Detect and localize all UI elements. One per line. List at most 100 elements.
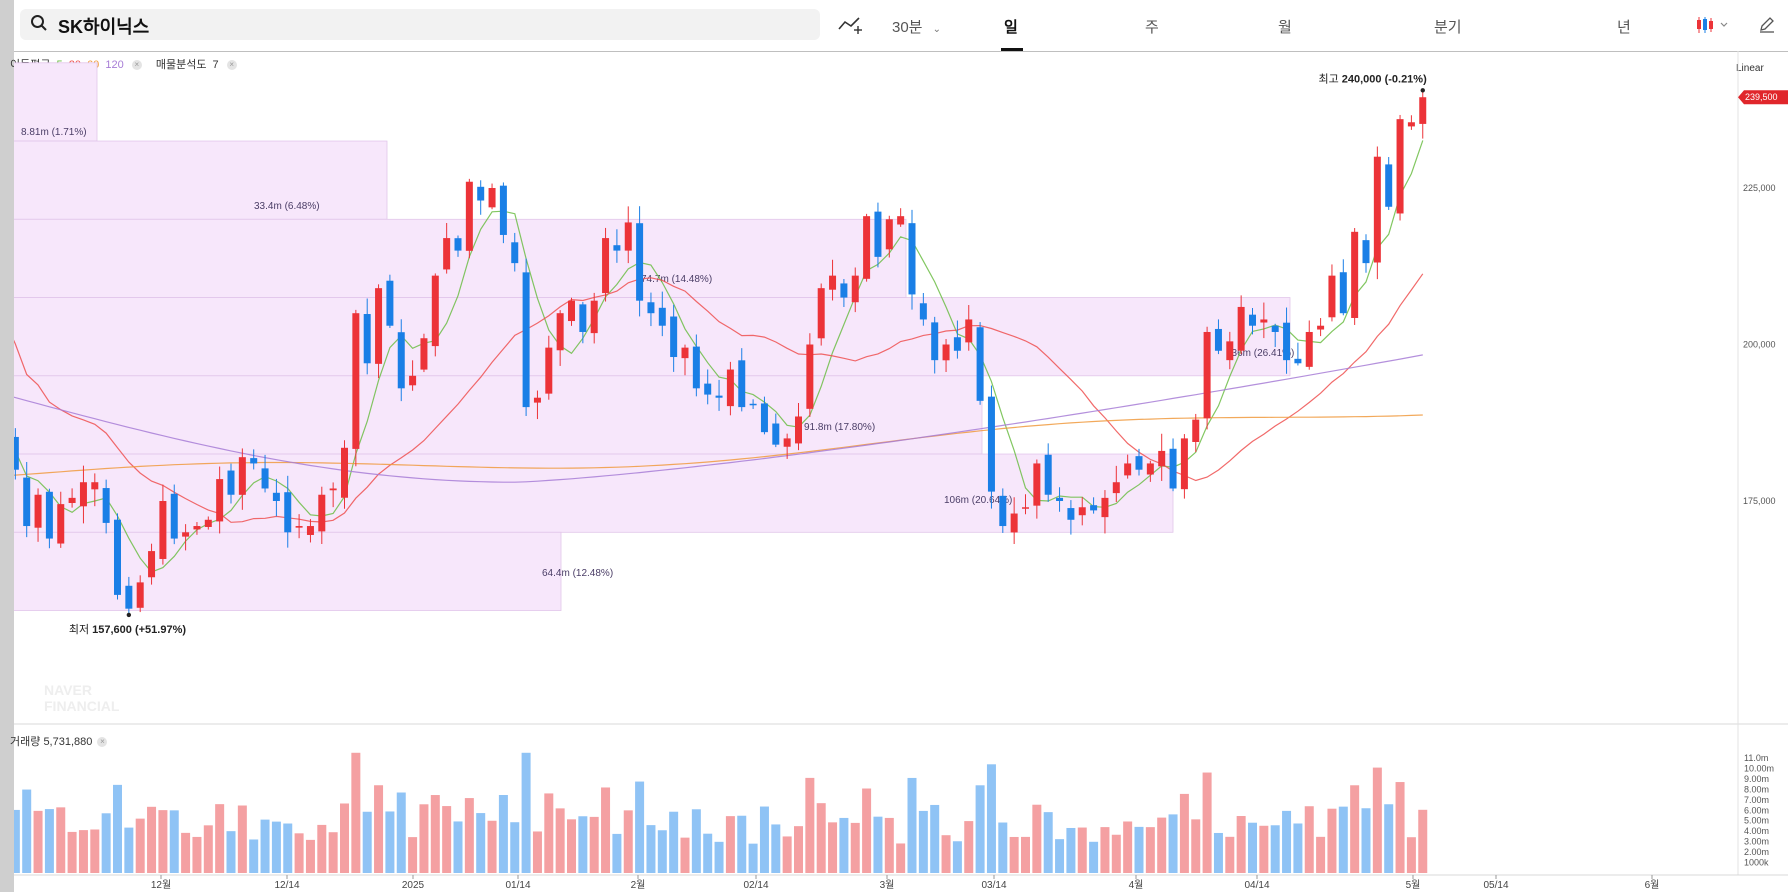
tab-year[interactable]: 년 bbox=[1617, 19, 1631, 36]
candle-body bbox=[148, 551, 156, 578]
profile-band bbox=[14, 140, 388, 220]
tab-day[interactable]: 일 bbox=[1004, 19, 1018, 36]
volume-bar bbox=[601, 787, 611, 873]
volume-bar bbox=[192, 836, 202, 873]
volume-bar bbox=[1213, 832, 1223, 873]
candle-body bbox=[386, 280, 394, 326]
profile-band-label: 106m (20.64%) bbox=[944, 495, 1012, 506]
profile-band-label: 91.8m (17.80%) bbox=[804, 422, 875, 433]
candle-body bbox=[397, 332, 405, 389]
volume-bar bbox=[67, 831, 77, 873]
low-marker-label: 최저 bbox=[69, 623, 92, 636]
volume-bar bbox=[283, 823, 293, 873]
volume-bar bbox=[964, 821, 974, 873]
volume-axis-tick: 11.0m bbox=[1744, 753, 1768, 763]
candle-body bbox=[624, 222, 632, 251]
candle-body bbox=[68, 497, 76, 503]
candle-body bbox=[987, 396, 995, 492]
volume-bar bbox=[1248, 822, 1257, 873]
candle-body bbox=[227, 470, 235, 495]
interval-30m-dropdown[interactable]: 30분 ⌄ bbox=[892, 16, 941, 37]
candle-body bbox=[760, 403, 768, 433]
volume-bar bbox=[1202, 772, 1212, 873]
volume-bar bbox=[237, 805, 247, 873]
high-marker-dot bbox=[1420, 88, 1425, 93]
ma120-line bbox=[14, 354, 1423, 483]
candle-body bbox=[511, 242, 519, 264]
candle-body bbox=[1260, 319, 1268, 323]
profile-band-label: 8.81m (1.71%) bbox=[21, 127, 87, 138]
volume-bar bbox=[487, 820, 497, 873]
candle-body bbox=[488, 188, 496, 208]
volume-bar bbox=[408, 837, 418, 873]
candle-body bbox=[942, 344, 950, 361]
time-axis-label: 02/14 bbox=[743, 880, 768, 891]
volume-bar bbox=[896, 843, 906, 873]
volume-bar bbox=[1168, 814, 1178, 873]
profile-band-label: 74.7m (14.48%) bbox=[641, 274, 712, 285]
price-axis-tick: 225,000 bbox=[1743, 183, 1776, 193]
candle-body bbox=[556, 313, 564, 351]
draw-line-icon[interactable] bbox=[837, 15, 863, 35]
candle-body bbox=[136, 582, 144, 608]
candle-body bbox=[897, 216, 905, 225]
profile-band bbox=[14, 375, 983, 455]
candle-body bbox=[477, 186, 485, 201]
price-chart[interactable]: 8.81m (1.71%) 33.4m (6.48%) 74.7m (14.48%)… bbox=[14, 0, 1788, 892]
volume-bar bbox=[33, 810, 43, 873]
time-axis-label: 2월 bbox=[631, 879, 646, 891]
candle-body bbox=[1237, 306, 1245, 351]
tab-month[interactable]: 월 bbox=[1278, 19, 1292, 36]
close-volume-legend-button[interactable]: × bbox=[97, 737, 108, 748]
volume-bar bbox=[362, 811, 372, 873]
candle-body bbox=[216, 479, 224, 522]
volume-axis-tick: 5.00m bbox=[1744, 816, 1769, 826]
volume-bar bbox=[759, 806, 769, 873]
volume-bar bbox=[1395, 782, 1405, 873]
candle-body bbox=[341, 447, 348, 498]
volume-bar bbox=[510, 822, 520, 873]
volume-bar bbox=[862, 788, 872, 873]
candle-body bbox=[1192, 419, 1200, 442]
candle-body bbox=[272, 492, 280, 501]
profile-band bbox=[14, 62, 98, 142]
candle-type-icon[interactable] bbox=[1695, 15, 1733, 35]
stock-search-box[interactable]: SK하이닉스 bbox=[20, 9, 820, 40]
volume-bar bbox=[1338, 806, 1348, 873]
candle-body bbox=[829, 275, 837, 290]
candle-body bbox=[602, 238, 610, 294]
volume-bar bbox=[850, 822, 860, 873]
volume-bar bbox=[907, 777, 917, 873]
candle-body bbox=[738, 360, 746, 408]
tab-quarter[interactable]: 분기 bbox=[1434, 19, 1462, 36]
close-profile-legend-button[interactable]: × bbox=[226, 60, 237, 71]
time-axis-label: 6월 bbox=[1645, 879, 1660, 891]
volume-bar bbox=[169, 810, 179, 873]
candle-body bbox=[681, 347, 689, 359]
close-ma-legend-button[interactable]: × bbox=[131, 60, 142, 71]
volume-bar bbox=[90, 829, 100, 873]
candle-body bbox=[1362, 240, 1370, 264]
volume-bar bbox=[1179, 793, 1189, 873]
candle-body bbox=[193, 526, 201, 530]
candle-body bbox=[1158, 450, 1166, 467]
candle-body bbox=[670, 316, 678, 358]
candle-body bbox=[692, 346, 700, 389]
volume-bar bbox=[271, 821, 281, 873]
candle-body bbox=[1373, 156, 1381, 263]
volume-bar bbox=[1157, 817, 1167, 873]
volume-bar bbox=[181, 832, 191, 873]
tab-week[interactable]: 주 bbox=[1145, 19, 1159, 36]
volume-bar bbox=[986, 764, 996, 873]
volume-bar bbox=[1236, 816, 1246, 873]
volume-bar bbox=[1372, 767, 1382, 873]
candle-body bbox=[23, 477, 31, 527]
candle-body bbox=[806, 344, 814, 409]
pencil-edit-icon[interactable] bbox=[1758, 15, 1776, 33]
volume-bar bbox=[1270, 825, 1280, 873]
linear-scale-button[interactable]: Linear bbox=[1736, 63, 1764, 74]
candle-body bbox=[465, 181, 473, 251]
volume-bar bbox=[544, 793, 554, 873]
candle-body bbox=[125, 585, 133, 609]
volume-bar bbox=[873, 816, 883, 873]
